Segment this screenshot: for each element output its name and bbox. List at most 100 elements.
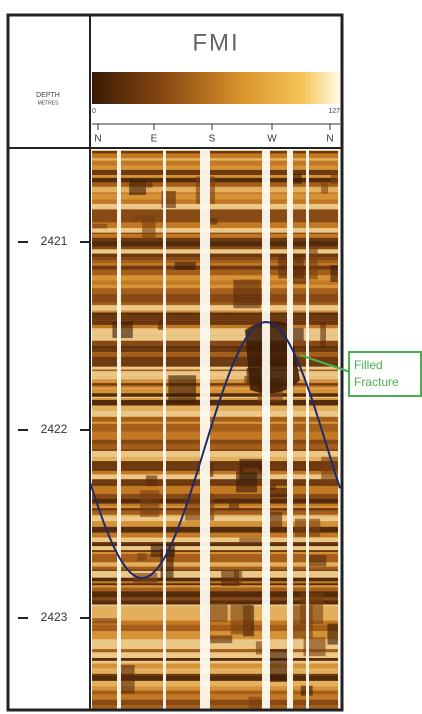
image-band bbox=[92, 581, 340, 583]
image-patch bbox=[269, 649, 288, 682]
image-band bbox=[92, 556, 340, 562]
image-band bbox=[92, 348, 340, 352]
image-band bbox=[92, 175, 340, 178]
image-patch bbox=[243, 468, 259, 473]
image-band bbox=[92, 170, 340, 175]
image-band bbox=[92, 490, 340, 494]
annotation-text: Fracture bbox=[354, 375, 399, 389]
annotation-text: Filled bbox=[354, 358, 383, 372]
image-band bbox=[92, 508, 340, 510]
image-patch bbox=[142, 216, 155, 239]
image-band bbox=[92, 543, 340, 544]
image-patch bbox=[146, 181, 152, 188]
image-band bbox=[92, 241, 340, 247]
color-scale bbox=[92, 72, 340, 104]
image-patch bbox=[321, 182, 328, 194]
pad-gap bbox=[200, 150, 210, 710]
image-band bbox=[92, 200, 340, 204]
image-band bbox=[92, 313, 340, 315]
image-band bbox=[92, 153, 340, 158]
image-band bbox=[92, 578, 340, 582]
image-band bbox=[92, 209, 340, 212]
image-patch bbox=[221, 571, 239, 587]
image-band bbox=[92, 499, 340, 504]
image-band bbox=[92, 234, 340, 238]
image-band bbox=[92, 542, 340, 543]
image-band bbox=[92, 370, 340, 372]
image-patch bbox=[233, 280, 260, 309]
image-patch bbox=[231, 605, 252, 635]
image-band bbox=[92, 552, 340, 554]
image-band bbox=[92, 545, 340, 546]
image-band bbox=[92, 285, 340, 289]
image-band bbox=[92, 393, 340, 396]
image-band bbox=[92, 379, 340, 383]
image-band bbox=[92, 506, 340, 508]
image-band bbox=[92, 400, 340, 405]
image-band bbox=[92, 166, 340, 170]
image-band bbox=[92, 424, 340, 429]
image-band bbox=[92, 151, 340, 153]
compass-label: S bbox=[209, 134, 216, 145]
image-band bbox=[92, 486, 340, 490]
image-band bbox=[92, 398, 340, 400]
image-band bbox=[92, 386, 340, 388]
depth-label: 2421 bbox=[41, 234, 68, 248]
image-band bbox=[92, 341, 340, 346]
image-band bbox=[92, 397, 340, 399]
compass-label: N bbox=[94, 134, 101, 145]
image-band bbox=[92, 315, 340, 321]
image-band bbox=[92, 347, 340, 348]
image-band bbox=[92, 652, 340, 658]
image-band bbox=[92, 451, 340, 457]
header-title: FMI bbox=[192, 29, 239, 56]
depth-label: METRES bbox=[38, 100, 60, 106]
image-band bbox=[92, 554, 340, 556]
image-band bbox=[92, 585, 340, 587]
image-patch bbox=[92, 224, 107, 229]
image-band bbox=[92, 233, 340, 234]
image-band bbox=[92, 440, 340, 445]
image-band bbox=[92, 658, 340, 661]
image-patch bbox=[168, 375, 196, 403]
image-band bbox=[92, 504, 340, 506]
image-band bbox=[92, 204, 340, 210]
image-patch bbox=[210, 635, 232, 643]
image-band bbox=[92, 212, 340, 217]
image-band bbox=[92, 550, 340, 552]
image-band bbox=[92, 444, 340, 449]
image-patch bbox=[239, 538, 261, 543]
image-band bbox=[92, 479, 340, 482]
depth-label: 2423 bbox=[41, 610, 68, 624]
image-band bbox=[92, 288, 340, 294]
image-band bbox=[92, 361, 340, 366]
image-band bbox=[92, 449, 340, 451]
image-band bbox=[92, 649, 340, 652]
image-band bbox=[92, 310, 340, 312]
image-band bbox=[92, 150, 340, 151]
image-band bbox=[92, 546, 340, 550]
image-patch bbox=[133, 573, 157, 584]
image-band bbox=[92, 483, 340, 486]
image-band bbox=[92, 346, 340, 347]
image-band bbox=[92, 511, 340, 515]
image-band bbox=[92, 312, 340, 313]
image-band bbox=[92, 494, 340, 499]
image-band bbox=[92, 228, 340, 233]
image-band bbox=[92, 661, 340, 664]
image-patch bbox=[140, 490, 159, 517]
image-band bbox=[92, 422, 340, 424]
image-band bbox=[92, 432, 340, 437]
pad-gap bbox=[117, 150, 121, 710]
image-band bbox=[92, 567, 340, 570]
image-band bbox=[92, 305, 340, 310]
depth-label: DEPTH bbox=[36, 92, 60, 99]
fmi-figure: FMI 0 127 DEPTH METRES Filled Fracture N… bbox=[0, 0, 422, 714]
image-patch bbox=[236, 471, 257, 492]
depth-label: 2422 bbox=[41, 422, 68, 436]
image-patch bbox=[308, 555, 327, 566]
image-band bbox=[92, 357, 340, 361]
image-band bbox=[92, 158, 340, 161]
image-patch bbox=[138, 553, 147, 561]
image-band bbox=[92, 537, 340, 542]
